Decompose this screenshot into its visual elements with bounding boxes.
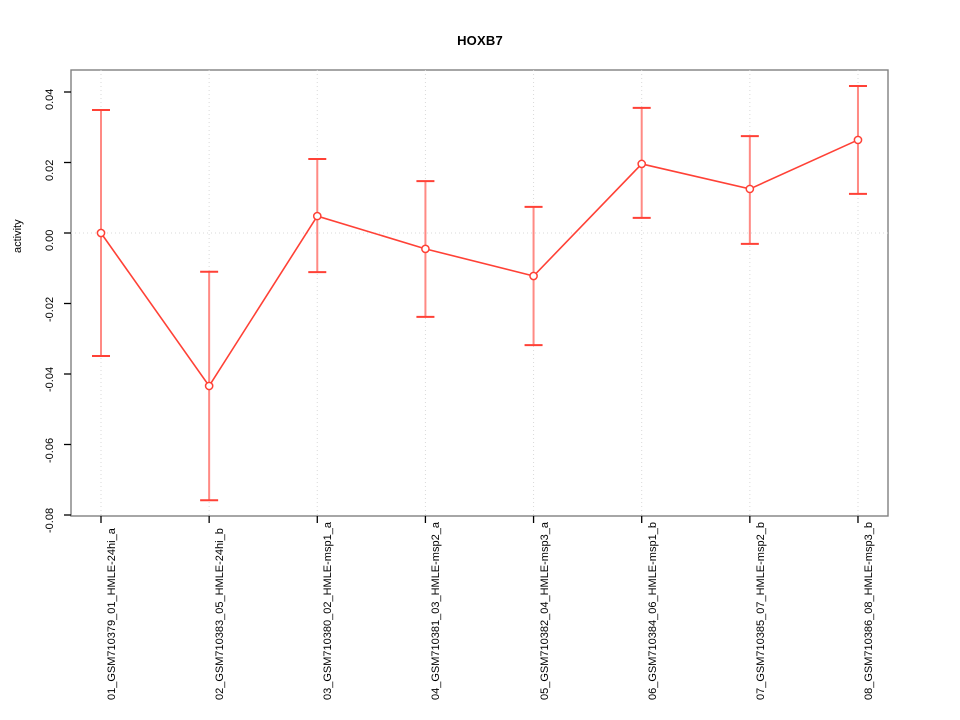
x-tick-label: 05_GSM710382_04_HMLE-msp3_a	[538, 522, 551, 700]
x-tick-label: 04_GSM710381_03_HMLE-msp2_a	[430, 522, 443, 700]
y-tick-label: -0.02	[44, 296, 56, 322]
data-line	[100, 139, 859, 388]
x-tick-label: 08_GSM710386_08_HMLE-msp3_b	[862, 522, 875, 700]
y-tick-label: 0.00	[44, 229, 56, 251]
y-tick-label: -0.04	[44, 366, 56, 392]
x-tick-label: 03_GSM710380_02_HMLE-msp1_a	[322, 522, 335, 700]
y-tick-label: 0.04	[44, 88, 56, 110]
chart-title: HOXB7	[457, 33, 503, 48]
y-tick-label: -0.08	[44, 507, 56, 533]
x-tick-label: 02_GSM710383_05_HMLE-24hi_b	[214, 528, 227, 700]
x-axis-ticks	[100, 516, 859, 523]
y-tick-label: -0.06	[44, 437, 56, 463]
plot-frame	[70, 69, 889, 517]
y-axis-ticks	[64, 91, 71, 516]
x-tick-label: 07_GSM710385_07_HMLE-msp2_b	[754, 522, 767, 700]
x-tick-label: 01_GSM710379_01_HMLE-24hi_a	[106, 528, 118, 700]
error-bars	[92, 85, 867, 502]
data-points	[96, 135, 863, 391]
y-tick-label: 0.02	[44, 159, 56, 181]
x-tick-label: 06_GSM710384_06_HMLE-msp1_b	[646, 522, 659, 700]
